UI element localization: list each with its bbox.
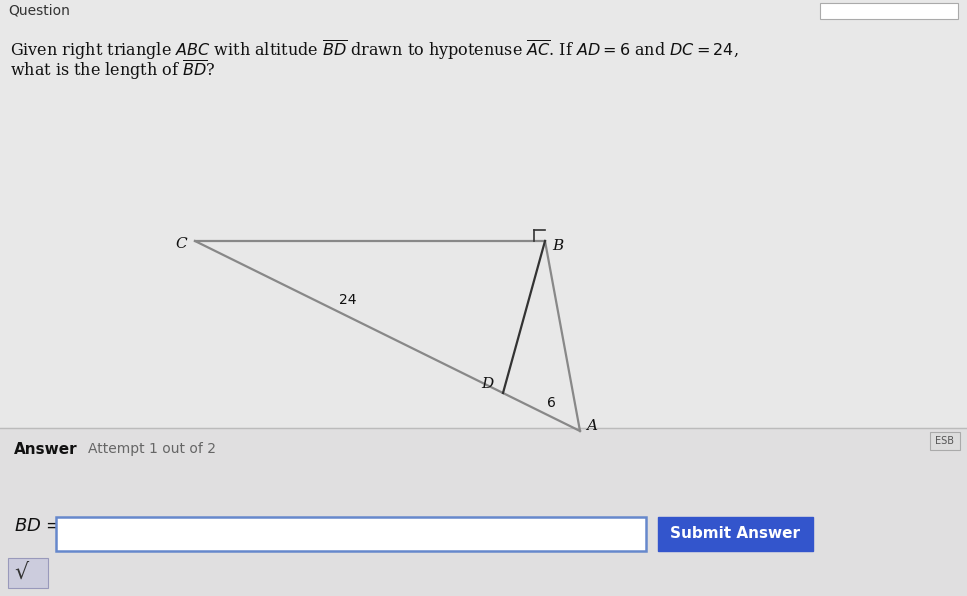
- Text: Question: Question: [8, 4, 70, 18]
- Text: D: D: [481, 377, 493, 391]
- Bar: [0, 0, 967, 22]
- Text: Submit Answer: Submit Answer: [670, 526, 801, 542]
- Text: ESB: ESB: [935, 436, 954, 446]
- Text: Answer: Answer: [14, 442, 77, 457]
- Bar: [56, 517, 646, 551]
- Bar: [0, 428, 967, 596]
- Text: 6: 6: [547, 396, 556, 410]
- Bar: [658, 517, 813, 551]
- Text: what is the length of $\overline{BD}$?: what is the length of $\overline{BD}$?: [10, 58, 216, 82]
- Text: $BD$ =: $BD$ =: [14, 517, 61, 535]
- Bar: [930, 432, 960, 450]
- Text: √: √: [14, 563, 28, 583]
- Text: A: A: [586, 419, 597, 433]
- Bar: [820, 3, 958, 19]
- Text: Given right triangle $ABC$ with altitude $\overline{BD}$ drawn to hypotenuse $\o: Given right triangle $ABC$ with altitude…: [10, 38, 739, 62]
- Bar: [8, 558, 48, 588]
- Text: 24: 24: [339, 293, 357, 307]
- Text: C: C: [175, 237, 187, 251]
- Text: B: B: [552, 239, 563, 253]
- Text: Attempt 1 out of 2: Attempt 1 out of 2: [88, 442, 216, 456]
